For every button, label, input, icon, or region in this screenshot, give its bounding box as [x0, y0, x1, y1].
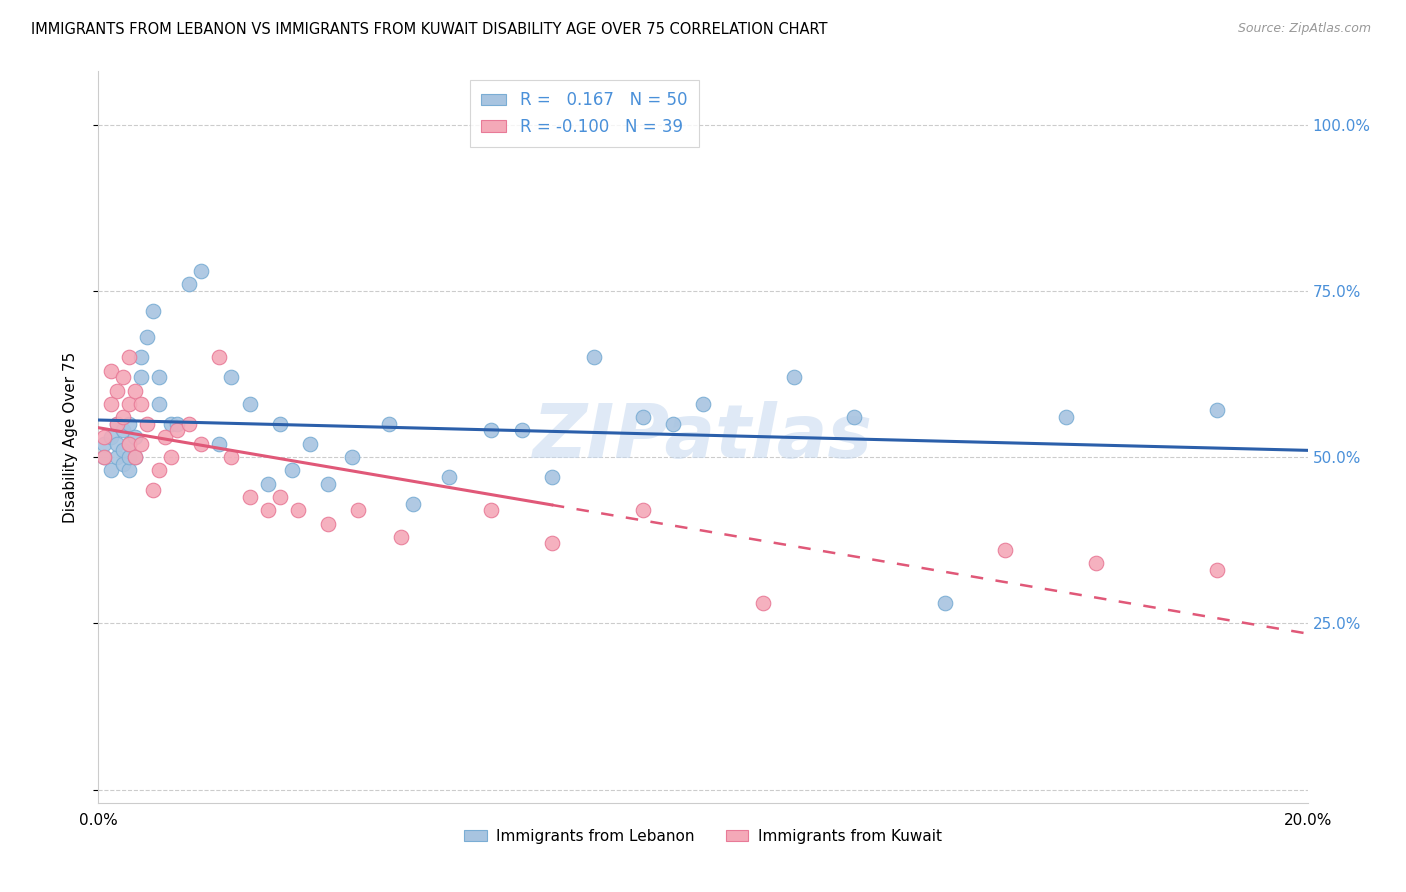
Point — [118, 351, 141, 365]
Point — [221, 370, 243, 384]
Point — [93, 436, 115, 450]
Text: ZIPatlas: ZIPatlas — [533, 401, 873, 474]
Point — [105, 450, 128, 464]
Point — [347, 503, 370, 517]
Point — [299, 436, 322, 450]
Point — [239, 490, 262, 504]
Point — [93, 430, 115, 444]
Point — [934, 596, 956, 610]
Point — [481, 424, 503, 438]
Point — [118, 463, 141, 477]
Point — [129, 436, 152, 450]
Point — [142, 483, 165, 498]
Point — [118, 417, 141, 431]
Point — [148, 463, 170, 477]
Point — [118, 436, 141, 450]
Point — [1054, 410, 1077, 425]
Point — [208, 436, 231, 450]
Point — [256, 476, 278, 491]
Point — [281, 463, 304, 477]
Point — [160, 450, 183, 464]
Point — [105, 417, 128, 431]
Point — [148, 370, 170, 384]
Text: Source: ZipAtlas.com: Source: ZipAtlas.com — [1237, 22, 1371, 36]
Point — [783, 370, 806, 384]
Point — [118, 450, 141, 464]
Point — [93, 450, 115, 464]
Point — [256, 503, 278, 517]
Point — [316, 516, 339, 531]
Point — [100, 430, 122, 444]
Point — [105, 436, 128, 450]
Point — [153, 430, 176, 444]
Point — [166, 424, 188, 438]
Point — [287, 503, 309, 517]
Point — [118, 436, 141, 450]
Point — [118, 397, 141, 411]
Point — [269, 417, 291, 431]
Point — [1085, 557, 1108, 571]
Point — [100, 397, 122, 411]
Point — [402, 497, 425, 511]
Y-axis label: Disability Age Over 75: Disability Age Over 75 — [63, 351, 77, 523]
Point — [124, 384, 146, 398]
Point — [221, 450, 243, 464]
Point — [269, 490, 291, 504]
Point — [179, 417, 201, 431]
Point — [540, 470, 562, 484]
Point — [1206, 403, 1229, 417]
Point — [190, 264, 212, 278]
Point — [111, 443, 134, 458]
Point — [166, 417, 188, 431]
Legend: Immigrants from Lebanon, Immigrants from Kuwait: Immigrants from Lebanon, Immigrants from… — [458, 822, 948, 850]
Point — [142, 303, 165, 318]
Point — [190, 436, 212, 450]
Point — [135, 330, 157, 344]
Point — [481, 503, 503, 517]
Point — [100, 463, 122, 477]
Point — [129, 397, 152, 411]
Point — [179, 277, 201, 292]
Point — [148, 397, 170, 411]
Point — [631, 503, 654, 517]
Point — [111, 370, 134, 384]
Point — [510, 424, 533, 438]
Point — [583, 351, 606, 365]
Point — [844, 410, 866, 425]
Point — [692, 397, 714, 411]
Point — [111, 424, 134, 438]
Point — [661, 417, 683, 431]
Point — [631, 410, 654, 425]
Point — [239, 397, 262, 411]
Point — [377, 417, 399, 431]
Point — [389, 530, 412, 544]
Point — [752, 596, 775, 610]
Point — [124, 450, 146, 464]
Point — [111, 457, 134, 471]
Text: IMMIGRANTS FROM LEBANON VS IMMIGRANTS FROM KUWAIT DISABILITY AGE OVER 75 CORRELA: IMMIGRANTS FROM LEBANON VS IMMIGRANTS FR… — [31, 22, 828, 37]
Point — [129, 351, 152, 365]
Point — [105, 384, 128, 398]
Point — [540, 536, 562, 550]
Point — [105, 417, 128, 431]
Point — [93, 450, 115, 464]
Point — [316, 476, 339, 491]
Point — [124, 450, 146, 464]
Point — [342, 450, 364, 464]
Point — [1206, 563, 1229, 577]
Point — [994, 543, 1017, 558]
Point — [124, 430, 146, 444]
Point — [160, 417, 183, 431]
Point — [111, 410, 134, 425]
Point — [100, 363, 122, 377]
Point — [129, 370, 152, 384]
Point — [135, 417, 157, 431]
Point — [208, 351, 231, 365]
Point — [437, 470, 460, 484]
